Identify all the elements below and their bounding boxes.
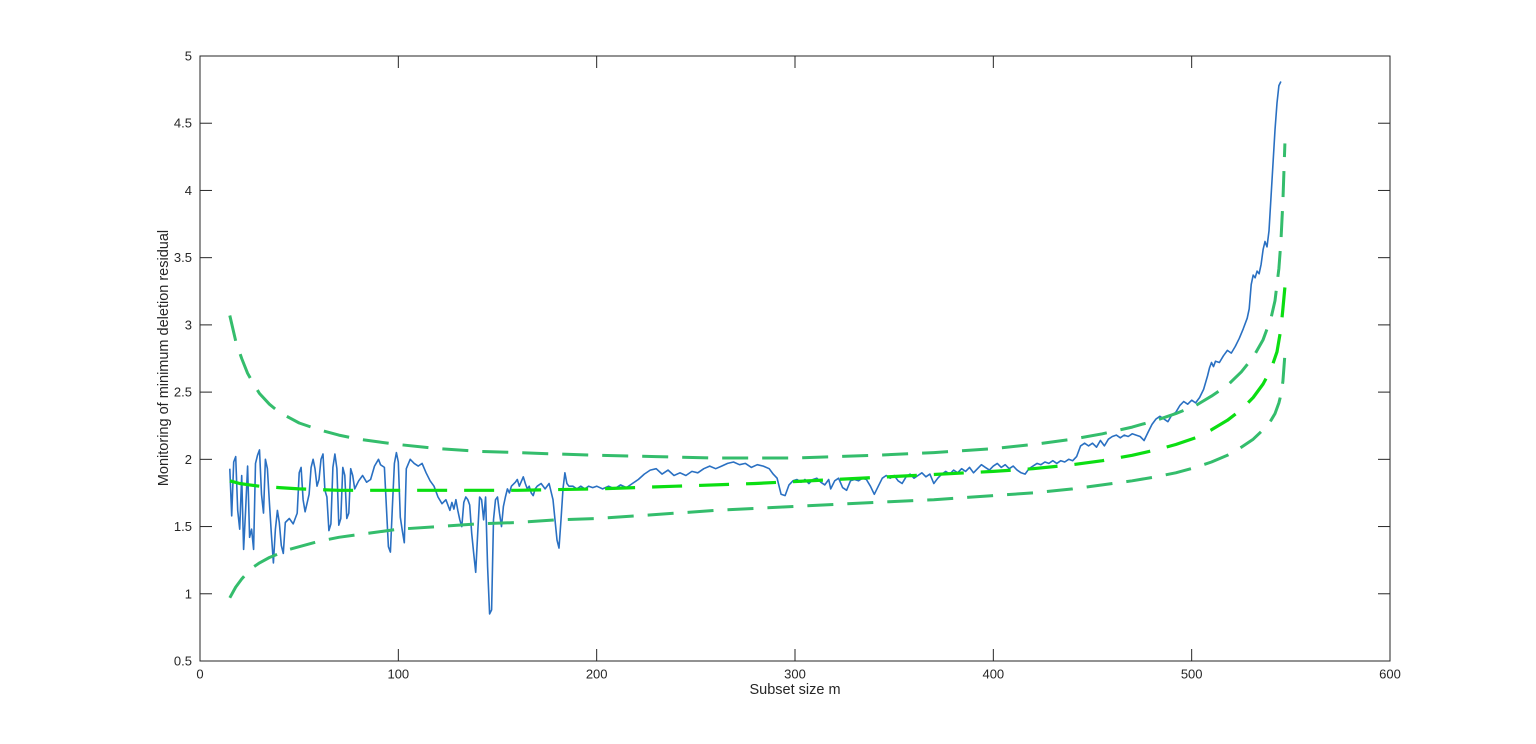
x-axis-label: Subset size m: [749, 682, 841, 698]
y-tick-label: 3.5: [174, 250, 192, 265]
y-tick-label: 2: [185, 452, 192, 467]
y-axis-label: Monitoring of minimum deletion residual: [156, 229, 172, 487]
x-tick-label: 600: [1379, 667, 1401, 682]
x-tick-label: 400: [982, 667, 1004, 682]
y-tick-label: 0.5: [174, 654, 192, 669]
y-tick-label: 1: [185, 586, 192, 601]
x-tick-label: 500: [1181, 667, 1203, 682]
y-tick-label: 4.5: [174, 116, 192, 131]
y-tick-label: 4: [185, 183, 192, 198]
y-tick-label: 5: [185, 49, 192, 64]
y-tick-label: 2.5: [174, 385, 192, 400]
x-tick-label: 100: [387, 667, 409, 682]
x-tick-label: 0: [196, 667, 203, 682]
x-tick-label: 300: [784, 667, 806, 682]
y-tick-label: 3: [185, 317, 192, 332]
plot-box: [199, 55, 1391, 662]
envelope-99-path: [228, 143, 1287, 460]
mdr-line-path: [229, 81, 1282, 615]
envelope-50-path: [229, 287, 1287, 492]
x-tick-label: 200: [586, 667, 608, 682]
y-tick-label: 1.5: [174, 519, 192, 534]
envelope-1-path: [228, 354, 1287, 599]
